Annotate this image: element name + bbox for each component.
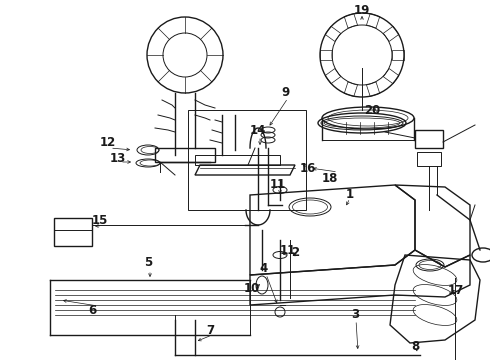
Text: 2: 2 [291,246,299,258]
Text: 9: 9 [281,85,289,99]
Text: 3: 3 [351,309,359,321]
Text: 16: 16 [300,162,316,175]
Bar [188,110,306,210]
Text: 8: 8 [411,341,419,354]
Bar [54,218,92,246]
Text: 11: 11 [280,243,296,256]
Text: 5: 5 [144,256,152,269]
Text: 4: 4 [260,261,268,274]
Text: 15: 15 [92,213,108,226]
Text: 20: 20 [364,104,380,117]
Text: 18: 18 [322,171,338,184]
Text: 14: 14 [250,123,266,136]
Text: 6: 6 [88,303,96,316]
Text: 19: 19 [354,4,370,17]
Text: 10: 10 [244,282,260,294]
Text: 12: 12 [100,136,116,149]
Text: 17: 17 [448,284,464,297]
Text: 11: 11 [270,179,286,192]
Text: 1: 1 [346,189,354,202]
Text: 13: 13 [110,152,126,165]
Bar [417,152,441,166]
Bar [415,130,443,148]
Text: 7: 7 [206,324,214,337]
